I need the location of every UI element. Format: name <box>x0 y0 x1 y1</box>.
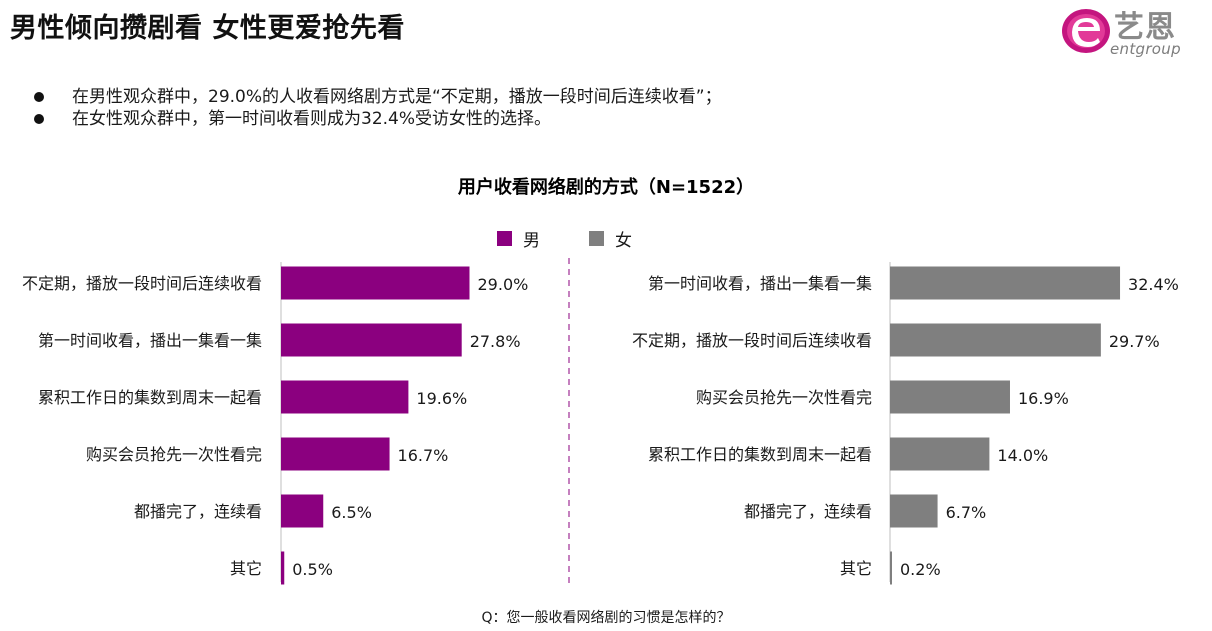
bar <box>890 551 892 585</box>
legend-label-male: 男 <box>523 231 540 251</box>
category-label: 累积工作日的集数到周末一起看 <box>648 445 872 464</box>
bar <box>890 380 1010 414</box>
logo-english-text: entgroup <box>1110 40 1181 58</box>
category-label: 累积工作日的集数到周末一起看 <box>38 388 262 407</box>
bullet-dot-icon <box>34 92 44 102</box>
data-label: 6.5% <box>331 503 372 522</box>
legend-swatch-male <box>497 231 512 246</box>
footnote: Q：您一般收看网络剧的习惯是怎样的？ <box>481 609 730 626</box>
legend-swatch-female <box>589 231 604 246</box>
bar <box>281 380 409 414</box>
data-label: 16.9% <box>1018 389 1069 408</box>
page-title: 男性倾向攒剧看 女性更爱抢先看 <box>10 13 405 44</box>
bullet-text: 在女性观众群中，第一时间收看则成为32.4%受访女性的选择。 <box>72 109 552 129</box>
data-label: 29.7% <box>1109 332 1160 351</box>
bullet-text: 在男性观众群中，29.0%的人收看网络剧方式是“不定期，播放一段时间后连续收看”… <box>72 87 722 107</box>
bar <box>281 323 462 357</box>
bar <box>890 437 990 471</box>
entgroup-logo: 艺恩 entgroup <box>1060 2 1200 60</box>
data-label: 27.8% <box>470 332 521 351</box>
legend-label-female: 女 <box>615 231 632 251</box>
bar <box>890 494 938 528</box>
panel-male: 不定期，播放一段时间后连续收看 29.0% 第一时间收看，播出一集看一集 27.8% 累… <box>22 262 528 585</box>
data-label: 6.7% <box>946 503 987 522</box>
data-label: 16.7% <box>398 446 449 465</box>
category-label: 第一时间收看，播出一集看一集 <box>38 331 262 350</box>
bar <box>281 494 324 528</box>
category-label: 不定期，播放一段时间后连续收看 <box>22 274 262 293</box>
logo-chinese-text: 艺恩 <box>1114 10 1176 45</box>
category-label: 购买会员抢先一次性看完 <box>86 445 262 464</box>
data-label: 0.2% <box>900 560 941 579</box>
chart-title: 用户收看网络剧的方式（N=1522） <box>458 176 754 198</box>
category-label: 其它 <box>840 559 872 578</box>
data-label: 19.6% <box>416 389 467 408</box>
category-label: 第一时间收看，播出一集看一集 <box>648 274 872 293</box>
data-label: 32.4% <box>1128 275 1179 294</box>
entgroup-e-icon <box>1062 9 1110 53</box>
bar <box>890 266 1121 300</box>
data-label: 14.0% <box>997 446 1048 465</box>
bullet-dot-icon <box>34 114 44 124</box>
legend: 男 女 <box>497 231 632 251</box>
data-label: 29.0% <box>478 275 529 294</box>
category-label: 其它 <box>230 559 262 578</box>
bar <box>281 266 470 300</box>
data-label: 0.5% <box>292 560 333 579</box>
bar <box>281 437 390 471</box>
bar <box>890 323 1101 357</box>
category-label: 不定期，播放一段时间后连续收看 <box>632 331 872 350</box>
category-label: 都播完了，连续看 <box>744 502 872 521</box>
bar <box>281 551 285 585</box>
category-label: 购买会员抢先一次性看完 <box>696 388 872 407</box>
panel-female: 第一时间收看，播出一集看一集 32.4% 不定期，播放一段时间后连续收看 29.7% 购… <box>632 262 1179 585</box>
category-label: 都播完了，连续看 <box>134 502 262 521</box>
